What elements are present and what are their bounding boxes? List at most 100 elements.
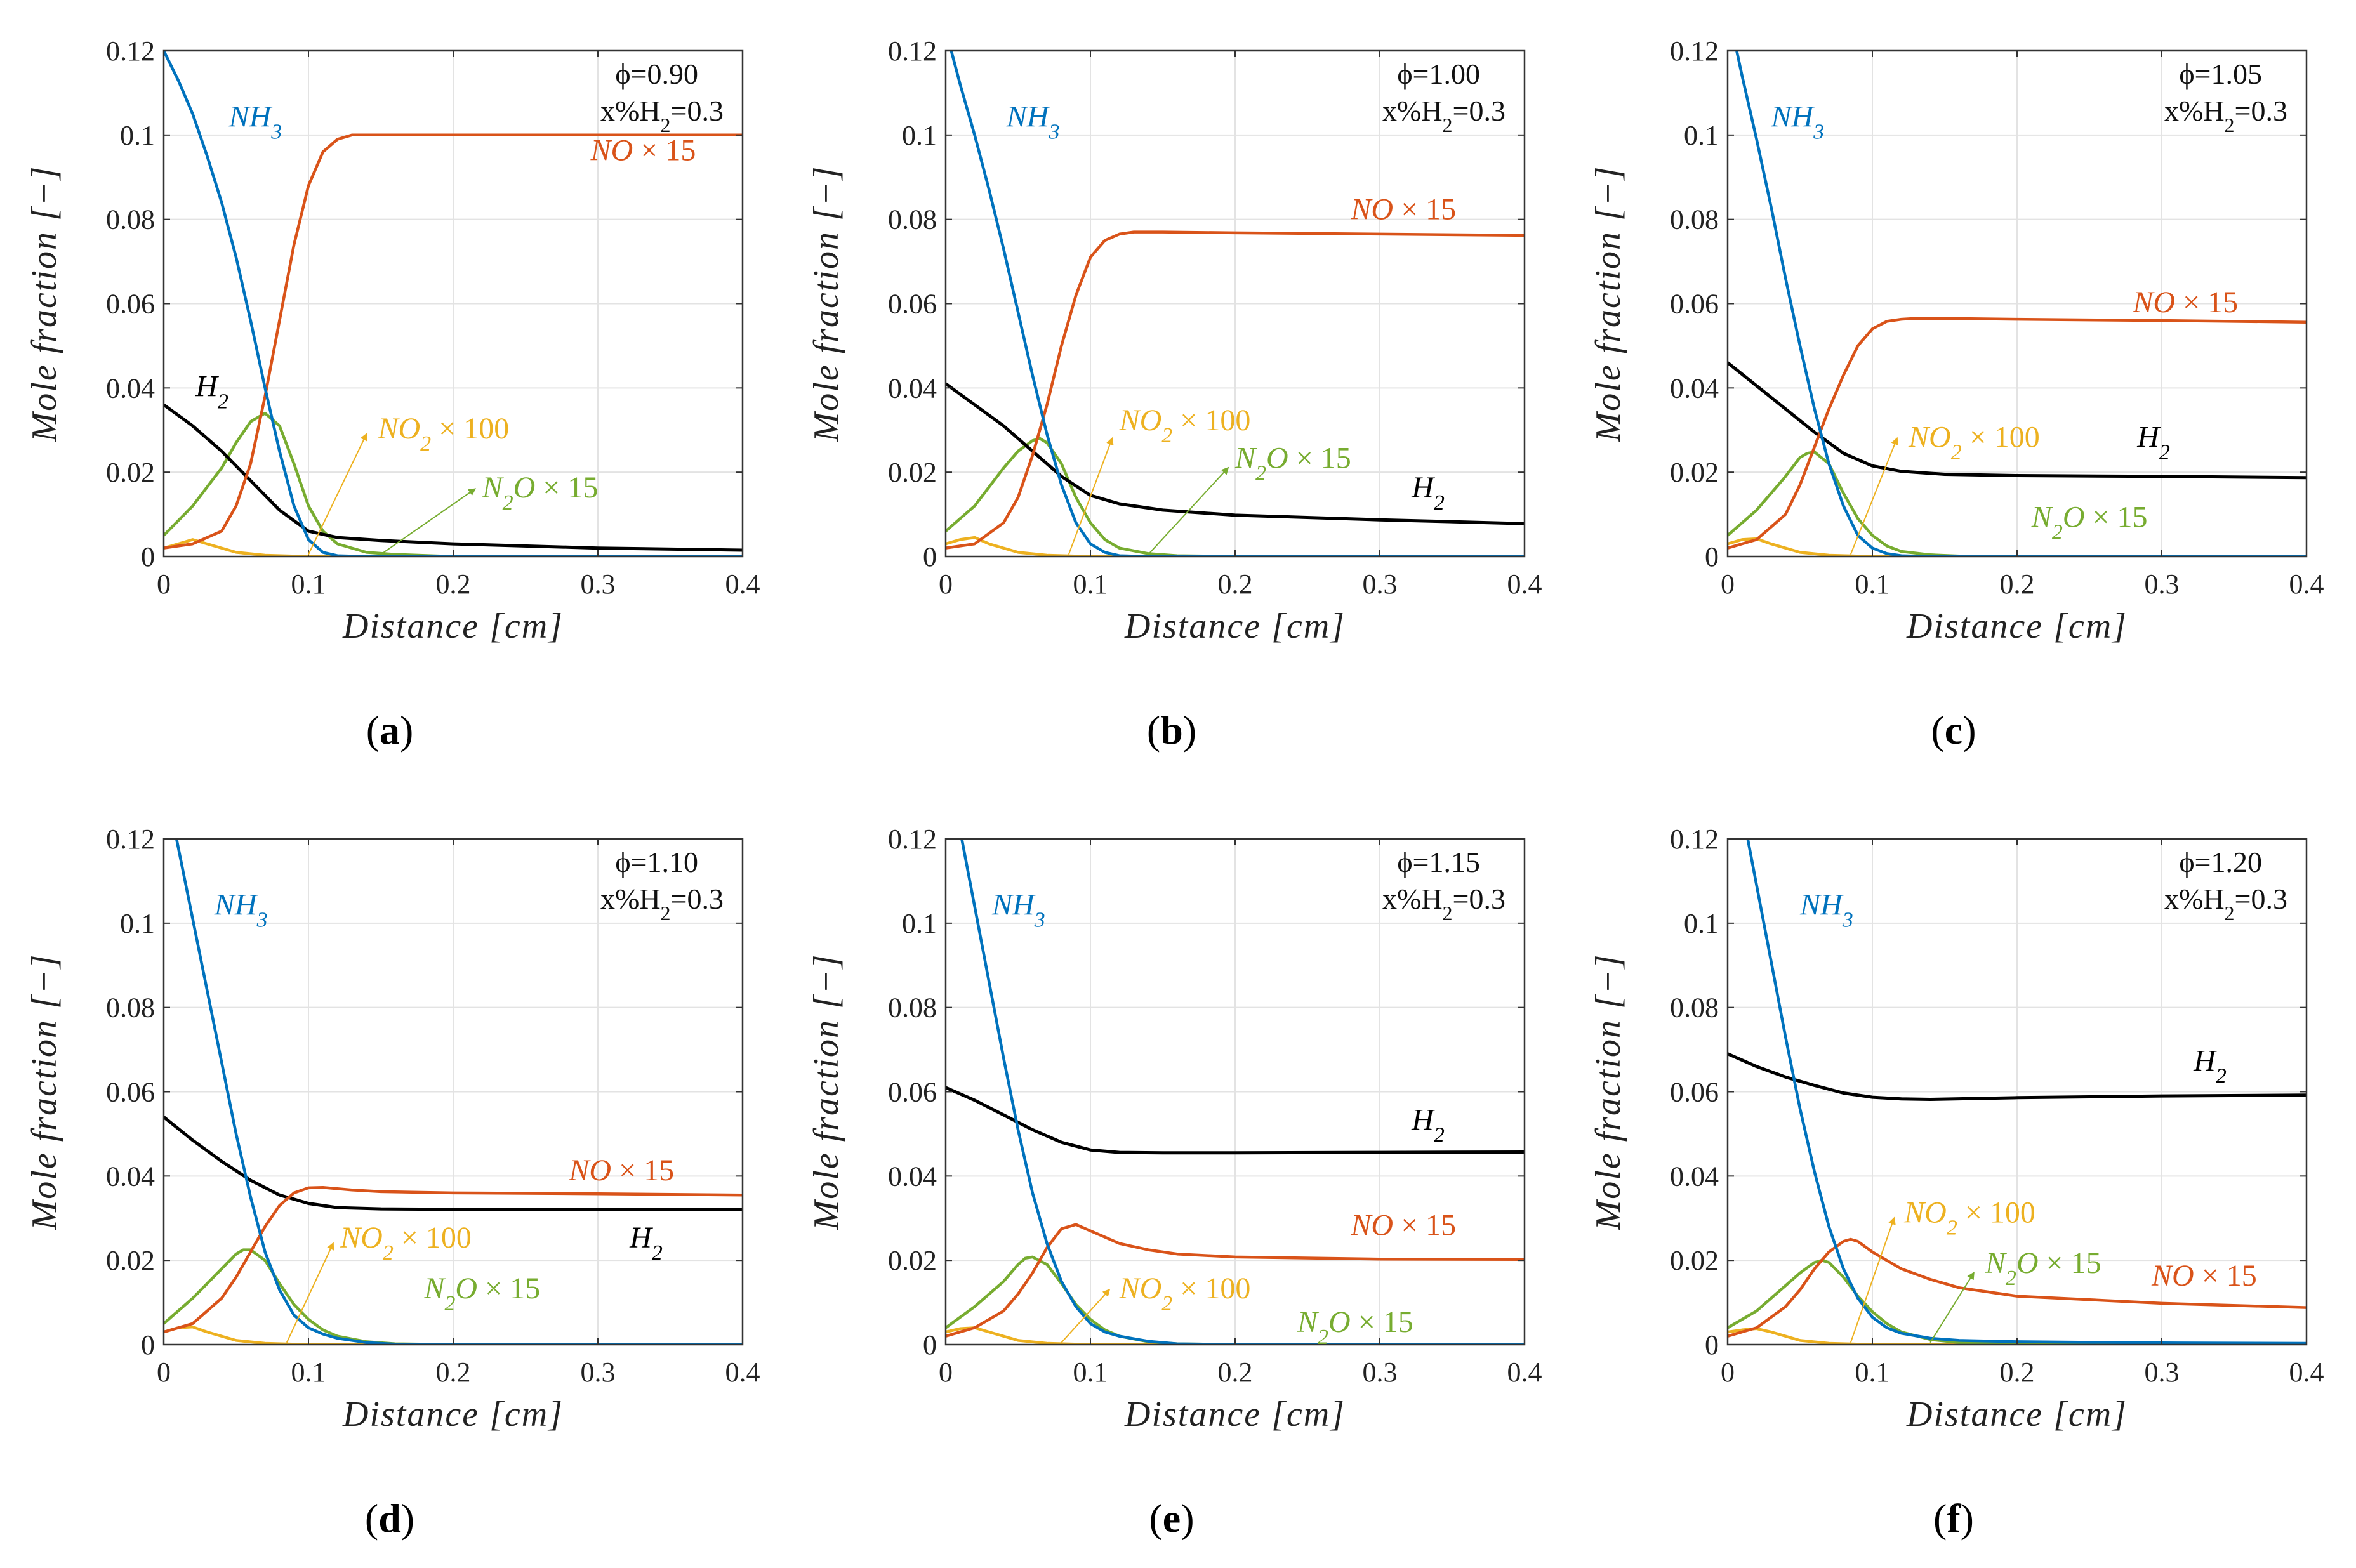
subplot-label-close: ): [1181, 1496, 1194, 1541]
y-tick-label: 0.02: [888, 457, 937, 488]
label-part: NO: [340, 1221, 383, 1255]
x-tick-label: 0.2: [1218, 1357, 1253, 1388]
y-axis-label: Mole fraction [−]: [807, 954, 846, 1231]
label-part: N: [482, 471, 505, 504]
series-line-no: [1728, 1237, 2306, 1338]
panel-a: 0 0.1 0.2 0.3 0.4 0 0.02 0.04 0.06 0.08 0.1 0.12 Dis…: [25, 36, 760, 753]
label-part: 3: [1813, 120, 1824, 143]
label-part: 2: [1951, 440, 1962, 464]
x-tick-label: 0.3: [1363, 1357, 1398, 1388]
y-tick-label: 0.04: [888, 1161, 937, 1192]
label-part: H: [1026, 100, 1050, 134]
h2-fraction-label: x%H2=0.3: [600, 883, 724, 925]
series-line-n2o: [164, 411, 743, 557]
series-line-no: [946, 1223, 1525, 1338]
phi-label: ϕ=1.05: [2179, 58, 2262, 90]
label-part: 3: [1842, 908, 1853, 932]
label-h2: H2: [1411, 471, 1445, 515]
x-tick-label: 0.3: [581, 569, 616, 600]
h2-fraction-value: =0.3: [2235, 95, 2287, 127]
label-part: N: [1006, 100, 1029, 134]
annotation-arrow-n2o: [380, 488, 477, 555]
phi-label: ϕ=0.90: [615, 58, 698, 90]
label-part: NO: [1119, 1272, 1162, 1305]
y-tick-label: 0: [1705, 541, 1719, 572]
y-tick-label: 0.12: [106, 36, 155, 67]
subplot-label-close: ): [400, 708, 413, 753]
h2-fraction-value: =0.3: [671, 883, 724, 915]
x-tick-label: 0.2: [2000, 569, 2035, 600]
y-tick-label: 0.1: [902, 908, 937, 939]
y-tick-label: 0.04: [1670, 372, 1719, 404]
label-part: H: [629, 1221, 653, 1255]
x-tick-label: 0.4: [725, 1357, 760, 1388]
label-part: H: [2136, 420, 2161, 454]
label-part: H: [1012, 888, 1036, 922]
x-tick-label: 0.1: [1855, 569, 1890, 600]
label-part: × 100: [431, 412, 509, 445]
h2-fraction-prefix: x%H: [2164, 95, 2225, 127]
y-tick-label: 0.1: [902, 120, 937, 151]
panel-b: 0 0.1 0.2 0.3 0.4 0 0.02 0.04 0.06 0.08 0.1 0.12 Dis…: [807, 36, 1542, 753]
y-tick-label: 0.04: [888, 372, 937, 404]
panel-e: 0 0.1 0.2 0.3 0.4 0 0.02 0.04 0.06 0.08 0.1 0.12 Dis…: [807, 824, 1542, 1541]
label-part: H: [195, 370, 219, 404]
label-part: N: [1234, 442, 1257, 475]
series-line-nh3: [175, 839, 743, 1345]
x-tick-label: 0: [157, 1357, 171, 1388]
label-part: 2: [218, 390, 228, 413]
series-line-h2: [946, 1086, 1525, 1155]
panel-f: 0 0.1 0.2 0.3 0.4 0 0.02 0.04 0.06 0.08 0.1 0.12 Dis…: [1589, 824, 2324, 1541]
label-part: × 100: [394, 1221, 472, 1255]
label-part: × 15: [1351, 1305, 1413, 1339]
label-part: N: [1297, 1305, 1320, 1339]
y-tick-label: 0.12: [1670, 36, 1719, 67]
label-no2: NO2 × 100: [1903, 1196, 2035, 1239]
x-tick-label: 0.3: [1363, 569, 1398, 600]
x-tick-label: 0: [157, 569, 171, 600]
label-part: H: [2193, 1044, 2217, 1077]
label-part: 2: [1161, 1291, 1172, 1315]
label-nh3: NH3: [1770, 100, 1824, 144]
subplot-label-open: (: [365, 1496, 378, 1541]
annotation-arrow-no2: [1850, 1216, 1896, 1343]
label-part: NO: [1119, 404, 1162, 437]
subplot-label-letter: b: [1160, 708, 1183, 753]
label-no2: NO2 × 100: [1119, 404, 1251, 447]
label-no: NO × 15: [1350, 193, 1456, 227]
label-part: O: [2016, 1246, 2039, 1280]
label-no: NO × 15: [2132, 286, 2238, 319]
label-part: N: [214, 888, 237, 922]
label-part: N: [991, 888, 1014, 922]
label-part: 3: [270, 120, 282, 143]
subplot-label: (a): [366, 708, 414, 753]
label-part: × 15: [1288, 442, 1351, 475]
y-axis-label: Mole fraction [−]: [807, 166, 846, 443]
label-part: O: [455, 1272, 477, 1305]
y-tick-label: 0.06: [1670, 289, 1719, 320]
y-tick-label: 0.02: [1670, 1245, 1719, 1276]
label-nh3: NH3: [1006, 100, 1060, 144]
series-line-h2: [164, 1116, 743, 1211]
label-n2o: N2O × 15: [2031, 501, 2148, 544]
label-part: 2: [1434, 1123, 1445, 1147]
annotation-arrow-no2: [1850, 437, 1898, 555]
h2-fraction-sub: 2: [661, 902, 671, 925]
x-axis-label: Distance [cm]: [342, 607, 564, 646]
label-h2: H2: [2136, 420, 2170, 464]
y-tick-label: 0.06: [106, 1077, 155, 1108]
label-part: × 15: [633, 134, 696, 168]
x-tick-label: 0.2: [436, 1357, 471, 1388]
h2-fraction-label: x%H2=0.3: [600, 95, 724, 136]
subplot-label-open: (: [1149, 1496, 1162, 1541]
annotation-arrow-no2: [1068, 437, 1114, 555]
y-tick-label: 0.08: [106, 992, 155, 1024]
label-part: × 15: [2194, 1259, 2257, 1293]
subplot-label-open: (: [1931, 708, 1944, 753]
y-axis-label: Mole fraction [−]: [25, 954, 64, 1231]
subplot-label-close: ): [401, 1496, 414, 1541]
x-tick-label: 0.4: [2289, 569, 2324, 600]
x-axis-label: Distance [cm]: [1906, 1395, 2128, 1434]
x-tick-label: 0.1: [1073, 1357, 1108, 1388]
label-part: H: [234, 888, 258, 922]
